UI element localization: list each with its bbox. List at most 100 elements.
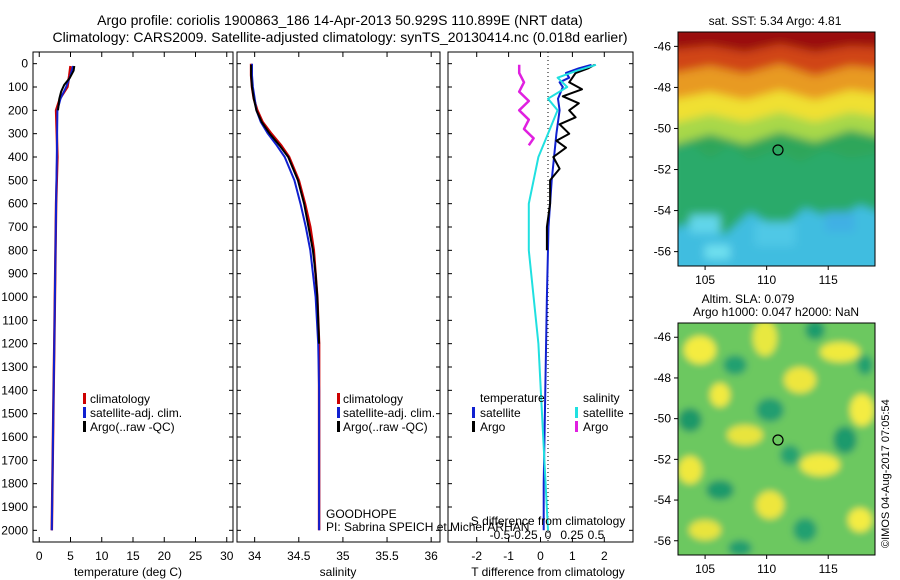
- legend-satellite-swatch: [83, 407, 86, 418]
- lon-tick-label: 115: [819, 273, 838, 287]
- x-tick-label: 36: [424, 549, 438, 563]
- series-line-argo-raw-qc-: [250, 64, 321, 344]
- difference-depth-ticks: [448, 63, 633, 531]
- legend-argo-swatch: [337, 421, 340, 432]
- difference-t-xlabel: T difference from climatology: [471, 565, 625, 579]
- depth-tick-label: 400: [8, 150, 28, 164]
- lon-tick-label: 105: [695, 273, 715, 287]
- depth-tick-label: 0: [21, 57, 28, 71]
- x-tick-label: 15: [126, 549, 140, 563]
- series-line-argo-raw-qc-: [57, 65, 76, 111]
- temperature-series: [50, 65, 76, 531]
- depth-tick-label: 600: [8, 197, 28, 211]
- legend-s-satellite-swatch: [575, 407, 578, 418]
- sla-lon-ticks: 105 110 115: [695, 555, 838, 576]
- legend-satellite-swatch: [337, 407, 340, 418]
- float-marker: [772, 434, 784, 446]
- salinity-x-ticks: 34 34.5 35 35.5 36: [248, 52, 438, 563]
- difference-panel: -2 -1 0 1 2 -0.5 -0.25 0 0.25 0.5 S difference f…: [447, 51, 634, 579]
- lat-tick-label: -48: [654, 371, 672, 385]
- legend-climatology-swatch: [337, 393, 340, 404]
- depth-tick-label: 800: [8, 243, 28, 257]
- x-tick-label: 35.5: [375, 549, 399, 563]
- lat-tick-label: -52: [654, 452, 672, 466]
- difference-x-ticks: -2 -1 0 1 2: [471, 52, 608, 563]
- platform-project: GOODHOPE: [326, 507, 397, 521]
- sst-lon-ticks: 105 110 115: [695, 266, 838, 287]
- depth-tick-label: 1700: [1, 453, 28, 467]
- sst-map-panel: sat. SST: 5.34 Argo: 4.81 -46 -48 -50 -52 -5…: [654, 14, 876, 287]
- depth-tick-label: 1800: [1, 477, 28, 491]
- lat-tick-label: -50: [654, 121, 672, 135]
- difference-axes: [447, 51, 634, 543]
- lon-tick-label: 105: [695, 562, 715, 576]
- x-tick-label: 1: [569, 549, 576, 563]
- legend-climatology-swatch: [83, 393, 86, 404]
- depth-tick-label: 1000: [1, 290, 28, 304]
- sla-map-title: Altim. SLA: 0.079: [702, 292, 795, 306]
- sla-map-frame: [677, 322, 876, 556]
- lon-tick-label: 110: [757, 273, 776, 287]
- temperature-legend: climatology satellite-adj. clim. Argo(..…: [83, 392, 182, 434]
- figure-subtitle: Climatology: CARS2009. Satellite-adjuste…: [52, 29, 627, 45]
- x-tick-label: 5: [67, 549, 74, 563]
- legend-argo-label: Argo(..raw -QC): [90, 420, 175, 434]
- sst-field: [678, 32, 875, 266]
- x-tick-label: 0: [537, 549, 544, 563]
- lat-tick-label: -56: [654, 245, 672, 259]
- depth-tick-label: 900: [8, 267, 28, 281]
- temperature-xlabel: temperature (deg C): [74, 565, 182, 579]
- s-tick-label: -0.25: [510, 528, 538, 542]
- legend-s-argo-label: Argo: [583, 420, 609, 434]
- depth-tick-label: 1100: [2, 313, 28, 327]
- legend-argo-label: Argo(..raw -QC): [343, 420, 428, 434]
- sla-field: [678, 323, 875, 555]
- x-tick-label: 34: [248, 549, 262, 563]
- series-line-salinity-satellite: [527, 63, 597, 531]
- sla-map-subtitle: Argo h1000: 0.047 h2000: NaN: [693, 305, 859, 319]
- x-tick-label: 0: [36, 549, 43, 563]
- s-tick-label: 0: [545, 528, 552, 542]
- depth-tick-label: 1300: [1, 360, 28, 374]
- platform-pi: PI: Sabrina SPEICH et Michel ARHAN: [326, 520, 529, 534]
- salinity-axes: [236, 51, 441, 543]
- legend-satellite-label: satellite-adj. clim.: [343, 406, 435, 420]
- depth-tick-label: 2000: [1, 523, 28, 537]
- series-line-satellite-adj-clim-: [251, 63, 321, 531]
- sst-map-frame: [677, 31, 876, 267]
- depth-tick-label: 100: [8, 80, 28, 94]
- salinity-legend: climatology satellite-adj. clim. Argo(..…: [337, 392, 435, 434]
- x-tick-label: 20: [158, 549, 172, 563]
- legend-s-satellite-label: satellite: [583, 406, 624, 420]
- legend-temperature-head: temperature: [480, 391, 545, 405]
- legend-t-argo-label: Argo: [480, 420, 506, 434]
- salinity-depth-ticks: [237, 63, 440, 531]
- depth-tick-label: 1200: [1, 337, 28, 351]
- salinity-panel: 34 34.5 35 35.5 36 salinity climatology sate…: [236, 51, 529, 579]
- lat-tick-label: -46: [654, 330, 672, 344]
- sla-map-panel: Altim. SLA: 0.079 Argo h1000: 0.047 h200…: [654, 292, 876, 576]
- sst-map-title: sat. SST: 5.34 Argo: 4.81: [709, 14, 842, 28]
- s-tick-label: 0.5: [588, 528, 605, 542]
- series-line-climatology: [249, 63, 321, 531]
- legend-satellite-label: satellite-adj. clim.: [90, 406, 182, 420]
- sla-lat-ticks: -46 -48 -50 -52 -54 -56: [654, 330, 678, 548]
- lon-tick-label: 110: [757, 562, 776, 576]
- lat-tick-label: -48: [654, 80, 672, 94]
- x-tick-label: -2: [471, 549, 482, 563]
- depth-tick-label: 1600: [1, 430, 28, 444]
- series-line-satellite-adj-clim-: [50, 65, 74, 531]
- lat-tick-label: -52: [654, 163, 672, 177]
- salinity-xlabel: salinity: [320, 565, 357, 579]
- float-marker: [772, 144, 784, 156]
- x-tick-label: 30: [220, 549, 234, 563]
- salinity-series: [249, 63, 321, 531]
- depth-tick-label: 300: [8, 127, 28, 141]
- s-tick-label: -0.5: [490, 528, 511, 542]
- depth-tick-label: 1400: [1, 383, 28, 397]
- x-tick-label: 25: [189, 549, 203, 563]
- x-tick-label: 35: [336, 549, 350, 563]
- lat-tick-label: -56: [654, 534, 672, 548]
- depth-tick-label: 1500: [1, 407, 28, 421]
